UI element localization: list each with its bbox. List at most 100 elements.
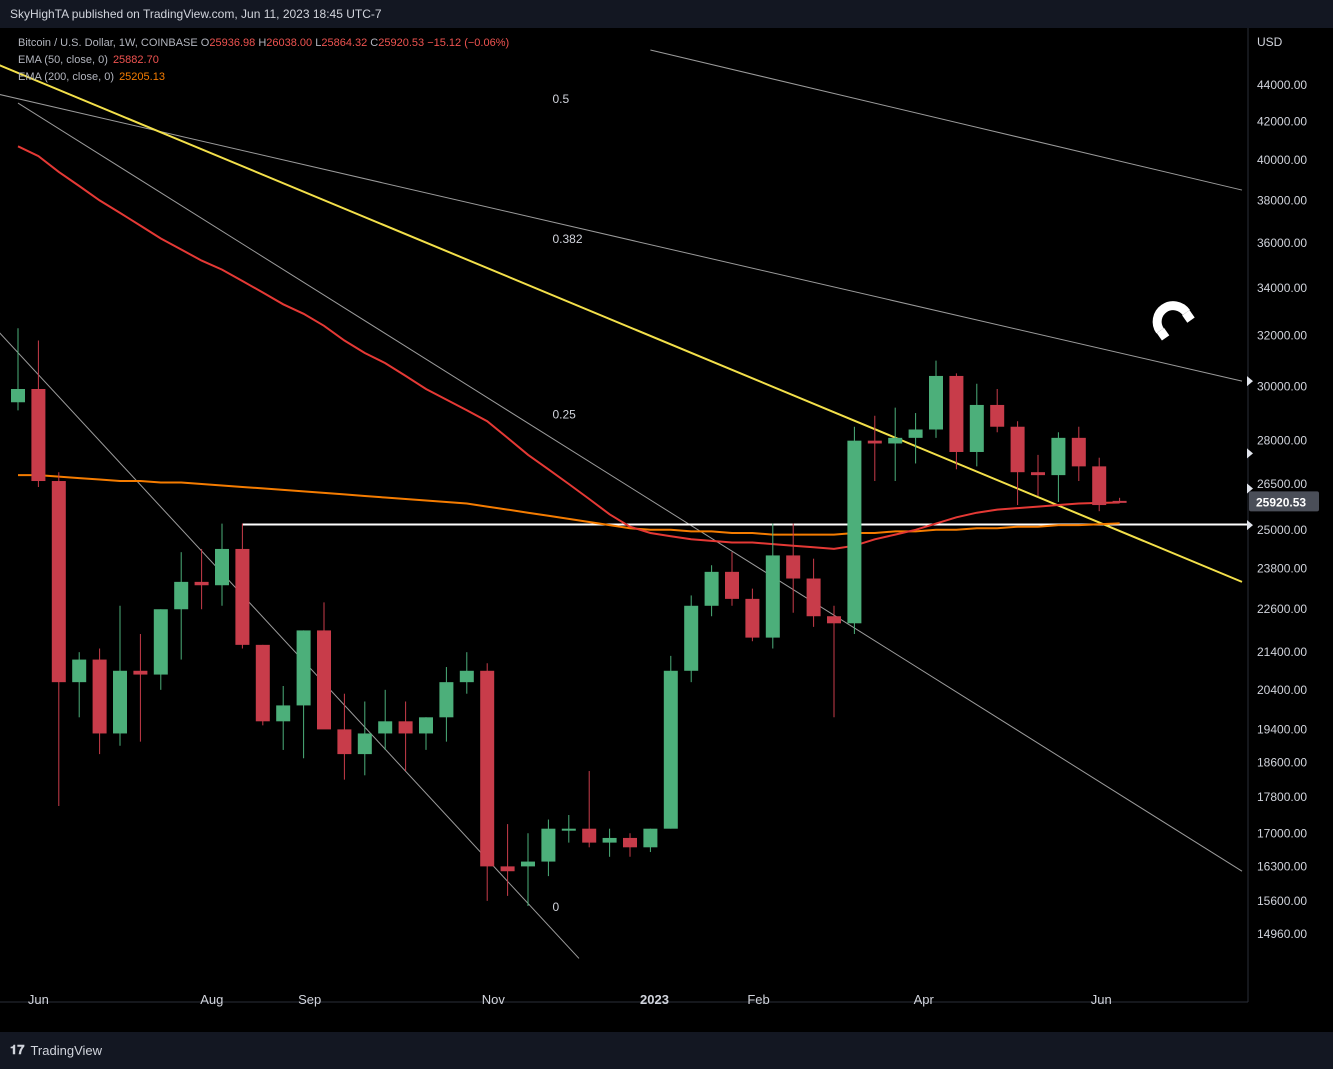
ema200-line [18,474,1120,536]
candles-layer [11,328,1127,906]
brand-name: TradingView [30,1043,103,1058]
time-tick-label: Jun [1091,992,1112,1007]
candle [317,602,331,730]
ema200-label: EMA (200, close, 0) [18,71,114,83]
change-value: −15.12 (−0.06%) [427,37,510,49]
candle-body [337,729,352,755]
price-tick-label: 17800.00 [1257,790,1307,804]
time-axis[interactable]: Jun Aug Sep Nov 2023 Feb Apr Jun [28,992,1112,1007]
fib-level-label: 0.5 [552,92,569,106]
candle-body [969,404,984,452]
magnet-pole-right [1182,310,1195,323]
candle [1010,421,1025,506]
tradingview-brand[interactable]: 𝟏𝟕 TradingView [10,1043,102,1058]
candle-body [745,598,760,638]
candle-body [929,375,943,430]
candle-body [500,866,515,872]
drawings-layer [0,49,1248,959]
channel-line-4 [17,102,1243,872]
price-tick-label: 20400.00 [1257,683,1307,697]
candle [113,605,127,746]
price-tick-label: 22600.00 [1257,602,1307,616]
drawing-price-marker [1247,448,1253,459]
price-axis[interactable]: 44000.00 42000.00 40000.00 38000.00 36000.00… [1247,78,1319,941]
candle-body [357,733,372,755]
low-label: L [315,37,322,49]
candle [194,548,209,610]
candle-body [174,581,189,610]
candle [174,552,189,660]
candle [888,407,903,482]
fib-level-label: 0.382 [552,232,582,246]
candle-body [398,721,413,734]
candle [725,552,739,606]
candle [1071,426,1086,482]
ema50-value: 25882.70 [112,54,159,66]
close-value: 25920.53 [378,37,425,49]
price-tick-label: 30000.00 [1257,379,1307,393]
candle-body [92,659,107,734]
candle [684,595,699,683]
candle [561,814,576,843]
candle [1112,497,1127,504]
chart-legend: Bitcoin / U.S. Dollar, 1W, COINBASE O259… [18,35,509,86]
candle-body [541,828,556,862]
symbol-description: Bitcoin / U.S. Dollar, 1W, COINBASE [18,37,198,49]
close-label: C [370,37,379,49]
candle [745,588,760,642]
candle [643,828,658,853]
price-tick-label: 26500.00 [1257,477,1307,491]
fib-level-label: 0.25 [552,407,576,421]
fib-level-label: 0 [552,900,559,914]
publisher-line: SkyHighTA published on TradingView.com, … [10,7,382,21]
price-tick-label: 34000.00 [1257,281,1307,295]
candle-body [623,837,637,848]
candle [867,415,882,482]
price-tick-label: 28000.00 [1257,434,1307,448]
price-tick-label: 19400.00 [1257,722,1307,736]
candle-body [296,630,311,706]
candle-body [113,670,127,734]
price-tick-label: 23800.00 [1257,562,1307,576]
price-tick-label: 18600.00 [1257,756,1307,770]
ema-layer [17,145,1120,550]
candle-body [561,828,576,831]
price-tick-label: 21400.00 [1257,645,1307,659]
candle [786,523,801,613]
price-tick-label: 40000.00 [1257,153,1307,167]
candle-body [827,616,841,624]
time-tick-label: Jun [28,992,49,1007]
drawing-price-marker [1247,483,1253,494]
candle-body [1031,472,1045,476]
fib-labels-layer: 0.5 0.382 0.25 0 [552,92,582,914]
candle [521,833,535,906]
candle [969,383,984,467]
candle [929,360,943,438]
candle-body [643,828,658,848]
time-tick-label: 2023 [640,992,669,1007]
ema50-label: EMA (50, close, 0) [18,54,108,66]
candle [847,426,862,635]
candle-body [990,404,1005,427]
price-chart[interactable]: 0.5 0.382 0.25 0 44000.00 42000.00 40000.00 38… [0,28,1333,1032]
candle-body [235,548,250,645]
candle [541,819,556,877]
candle [72,652,87,718]
candle-body [31,388,46,482]
low-value: 25864.32 [321,37,368,49]
tradingview-logo-icon: 𝟏𝟕 [10,1043,25,1058]
currency-label[interactable]: USD [1257,35,1283,49]
candle-body [194,581,209,586]
candle-body [602,837,617,843]
candle-body [908,429,923,438]
channel-line-2 [0,94,1243,382]
magnet-pole-left [1156,327,1170,341]
candle-body [1092,466,1107,506]
price-tick-label: 42000.00 [1257,115,1307,129]
channel-line-1 [650,49,1243,191]
candle [133,634,148,742]
magnet-arc [1152,301,1190,334]
candle-body [11,388,25,403]
candle [419,717,433,750]
magnet-icon[interactable] [1148,297,1195,341]
